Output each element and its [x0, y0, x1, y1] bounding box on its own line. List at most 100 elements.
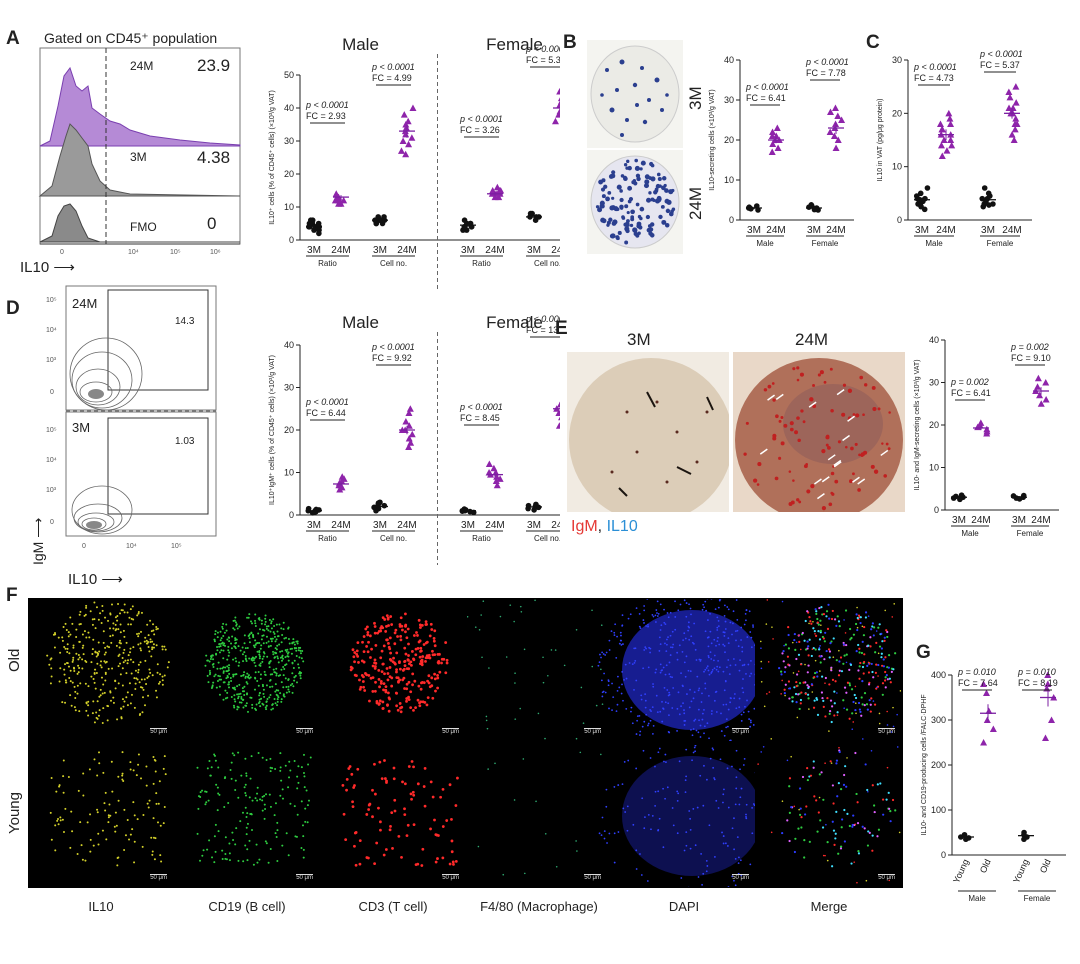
data-point-young	[316, 230, 322, 237]
signal-dot	[613, 861, 616, 864]
signal-dot	[715, 668, 718, 671]
signal-dot	[544, 737, 546, 740]
signal-dot	[287, 655, 290, 658]
signal-dot	[282, 628, 285, 631]
signal-dot	[121, 667, 124, 670]
signal-dot	[251, 656, 254, 659]
data-point-old	[980, 739, 988, 746]
signal-dot	[724, 651, 726, 654]
elispot-spot	[639, 206, 645, 212]
signal-dot	[126, 611, 129, 614]
elispot-spot	[605, 196, 610, 202]
signal-dot	[713, 667, 716, 670]
signal-dot	[788, 697, 791, 700]
signal-dot	[858, 708, 861, 711]
signal-dot	[276, 630, 279, 633]
signal-dot	[276, 829, 279, 832]
signal-dot	[700, 701, 703, 703]
signal-dot	[136, 818, 139, 821]
signal-dot	[864, 611, 868, 614]
signal-dot	[621, 624, 624, 627]
signal-dot	[279, 692, 282, 695]
signal-dot	[706, 722, 709, 725]
signal-dot	[639, 734, 641, 736]
signal-dot	[136, 678, 139, 681]
signal-dot	[662, 846, 665, 849]
signal-dot	[813, 630, 816, 633]
signal-dot	[154, 837, 157, 840]
signal-dot	[694, 750, 697, 753]
signal-dot	[407, 662, 411, 666]
signal-dot	[880, 652, 883, 655]
signal-dot	[825, 610, 829, 613]
signal-dot	[842, 783, 846, 786]
svg-text:10⁴: 10⁴	[126, 543, 137, 550]
signal-dot	[891, 616, 894, 618]
signal-dot	[882, 658, 885, 661]
signal-dot	[259, 662, 262, 665]
signal-dot	[280, 698, 283, 701]
signal-dot	[727, 637, 730, 640]
signal-dot	[712, 766, 715, 769]
signal-dot	[723, 631, 726, 634]
data-point-old	[492, 469, 500, 476]
data-point-old	[556, 107, 560, 115]
signal-dot	[444, 671, 448, 675]
signal-dot	[689, 670, 692, 673]
signal-dot	[87, 704, 90, 707]
signal-dot	[287, 678, 290, 681]
signal-dot	[258, 641, 261, 644]
data-point-old	[1034, 383, 1042, 390]
signal-dot	[274, 656, 277, 659]
signal-dot	[600, 753, 602, 756]
signal-dot	[812, 766, 815, 769]
signal-dot	[206, 659, 209, 662]
signal-dot	[211, 663, 214, 666]
signal-dot	[655, 609, 658, 611]
signal-dot	[843, 619, 845, 621]
signal-dot	[819, 629, 822, 633]
signal-dot	[740, 639, 742, 641]
signal-dot	[119, 639, 122, 642]
elispot-spot	[850, 446, 854, 451]
signal-dot	[837, 674, 841, 677]
signal-dot	[576, 850, 578, 852]
p-value-label: p < 0.0001	[371, 342, 415, 352]
signal-dot	[137, 668, 140, 671]
signal-dot	[685, 844, 688, 847]
signal-dot	[692, 728, 695, 730]
signal-dot	[429, 827, 432, 831]
signal-dot	[403, 646, 407, 650]
signal-dot	[413, 679, 417, 683]
signal-dot	[155, 644, 158, 647]
signal-dot	[107, 821, 110, 824]
signal-dot	[85, 606, 88, 609]
signal-dot	[89, 838, 92, 841]
signal-dot	[740, 720, 743, 722]
signal-dot	[874, 651, 877, 654]
fold-change-label: FC = 8.45	[460, 413, 500, 423]
signal-dot	[618, 642, 621, 645]
signal-dot	[302, 856, 305, 859]
signal-dot	[873, 703, 877, 706]
signal-dot	[254, 619, 257, 622]
signal-dot	[861, 703, 864, 706]
signal-dot	[199, 859, 202, 862]
signal-dot	[206, 767, 209, 770]
signal-dot	[861, 825, 864, 828]
signal-dot	[381, 700, 385, 704]
signal-dot	[657, 612, 660, 615]
category-label: 24M	[331, 520, 350, 531]
signal-dot	[129, 623, 132, 626]
signal-dot	[219, 639, 222, 642]
signal-dot	[740, 874, 743, 877]
fold-change-label: FC = 4.73	[914, 73, 954, 83]
signal-dot	[379, 629, 383, 633]
signal-dot	[623, 678, 625, 681]
signal-dot	[828, 712, 831, 715]
signal-dot	[258, 700, 261, 703]
signal-dot	[265, 641, 268, 644]
signal-dot	[385, 779, 388, 783]
signal-dot	[798, 787, 802, 790]
scale-bar-label: 50 μm	[878, 874, 895, 881]
